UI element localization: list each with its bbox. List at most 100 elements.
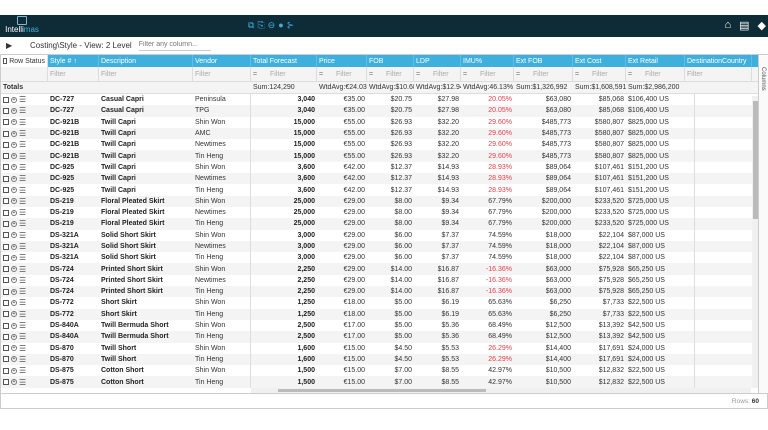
tag-icon[interactable]: ◆ — [757, 20, 766, 32]
table-row[interactable]: + ☰ DS-219 Floral Pleated Skirt Newtimes 25,0… — [1, 206, 767, 219]
filter-input-total-forecast[interactable]: Filter — [270, 70, 286, 78]
expand-row-icon[interactable]: + — [11, 243, 17, 250]
filter-input-style[interactable]: Filter — [50, 70, 66, 78]
column-header-price[interactable]: Price — [317, 55, 367, 67]
expand-row-icon[interactable]: + — [11, 96, 17, 103]
copy-icon[interactable]: ⧉ — [248, 20, 255, 30]
row-checkbox[interactable] — [3, 288, 9, 295]
expand-row-icon[interactable]: + — [11, 266, 17, 273]
filter-input-ext-cost[interactable]: Filter — [592, 70, 608, 78]
row-checkbox[interactable] — [3, 119, 9, 126]
row-menu-icon[interactable]: ☰ — [19, 185, 27, 195]
table-row[interactable]: + ☰ DS-875 Cotton Short Shin Won 1,500 €15.00 $… — [1, 365, 767, 377]
filter-input-fob[interactable]: Filter — [386, 70, 402, 78]
row-menu-icon[interactable]: ☰ — [19, 377, 27, 387]
table-row[interactable]: + ☰ DS-321A Solid Short Skirt Tin Heng 3,000 €… — [1, 252, 767, 264]
table-row[interactable]: + ☰ DS-772 Short Skirt Shin Won 1,250 €18.00 $5… — [1, 297, 767, 309]
filter-operator-select[interactable]: = — [369, 70, 374, 78]
table-row[interactable]: + ☰ DS-870 Twill Short Shin Won 1,600 €15.00 $4… — [1, 342, 767, 354]
row-menu-icon[interactable]: ☰ — [19, 332, 27, 342]
row-checkbox[interactable] — [3, 209, 9, 216]
table-row[interactable]: + ☰ DC-727 Casual Capri TPG 3,040 €35.00 $20.75… — [1, 105, 767, 117]
table-row[interactable]: + ☰ DC-925 Twill Capri Shin Won 3,600 €42.00 $1… — [1, 161, 767, 174]
table-row[interactable]: + ☰ DS-321A Solid Short Skirt Shin Won 3,000 €… — [1, 229, 767, 241]
expand-row-icon[interactable]: + — [11, 209, 17, 216]
column-header-row-status[interactable]: Row Status — [1, 55, 48, 67]
vertical-scrollbar[interactable] — [752, 96, 759, 388]
expand-row-icon[interactable]: + — [11, 198, 17, 205]
row-checkbox[interactable] — [3, 356, 9, 363]
row-checkbox[interactable] — [3, 311, 9, 318]
filter-operator-select[interactable]: = — [416, 70, 421, 78]
expand-row-icon[interactable]: + — [11, 356, 17, 363]
row-menu-icon[interactable]: ☰ — [19, 230, 27, 240]
expand-row-icon[interactable]: + — [11, 288, 17, 295]
row-checkbox[interactable] — [3, 345, 9, 352]
filter-input-ldp[interactable]: Filter — [433, 70, 449, 78]
column-header-ext-retail[interactable]: Ext Retail — [626, 55, 685, 67]
expand-row-icon[interactable]: + — [11, 141, 17, 148]
collapse-icon[interactable]: ⊖ — [267, 20, 276, 30]
row-menu-icon[interactable]: ☰ — [19, 287, 27, 297]
filter-operator-select[interactable]: = — [253, 70, 258, 78]
row-menu-icon[interactable]: ☰ — [19, 366, 27, 376]
row-menu-icon[interactable]: ☰ — [19, 106, 27, 116]
row-menu-icon[interactable]: ☰ — [19, 196, 27, 206]
global-filter-input[interactable] — [138, 39, 211, 51]
table-row[interactable]: + ☰ DS-321A Solid Short Skirt Newtimes 3,000 €… — [1, 240, 767, 253]
expand-row-icon[interactable]: + — [11, 277, 17, 284]
table-row[interactable]: + ☰ DS-724 Printed Short Skirt Tin Heng 2,250… — [1, 286, 767, 298]
column-header-description[interactable]: Description — [99, 55, 193, 67]
table-row[interactable]: + ☰ DS-875 Cotton Short Tin Heng 1,500 €15.00 $… — [1, 376, 767, 388]
expand-row-icon[interactable]: + — [11, 311, 17, 318]
expand-row-icon[interactable]: + — [11, 164, 17, 171]
row-menu-icon[interactable]: ☰ — [19, 208, 27, 218]
row-menu-icon[interactable]: ☰ — [19, 174, 27, 184]
filter-operator-select[interactable]: = — [319, 70, 324, 78]
expand-row-icon[interactable]: + — [11, 322, 17, 329]
table-row[interactable]: + ☰ DS-840A Twill Bermuda Short Tin Heng 2,50… — [1, 331, 767, 343]
table-row[interactable]: + ☰ DS-870 Twill Short Tin Heng 1,600 €15.00 $4… — [1, 353, 767, 366]
row-checkbox[interactable] — [3, 96, 9, 103]
expand-row-icon[interactable]: + — [11, 107, 17, 114]
row-checkbox[interactable] — [3, 187, 9, 194]
expand-row-icon[interactable]: + — [11, 175, 17, 182]
table-row[interactable]: + ☰ DC-925 Twill Capri Newtimes 3,600 €42.00 $1… — [1, 173, 767, 185]
column-header-style[interactable]: Style # ↑ — [48, 55, 99, 67]
row-menu-icon[interactable]: ☰ — [19, 117, 27, 127]
row-menu-icon[interactable]: ☰ — [19, 162, 27, 172]
table-row[interactable]: + ☰ DS-219 Floral Pleated Skirt Shin Won 25,0… — [1, 195, 767, 207]
column-header-imu[interactable]: IMU% — [461, 55, 514, 67]
horizontal-scroll-thumb[interactable] — [278, 389, 486, 392]
row-checkbox[interactable] — [3, 130, 9, 137]
remove-icon[interactable]: ● — [278, 20, 284, 30]
column-header-ext-cost[interactable]: Ext Cost — [573, 55, 626, 67]
row-checkbox[interactable] — [3, 175, 9, 182]
expand-row-icon[interactable]: + — [11, 367, 17, 374]
expand-row-icon[interactable]: + — [11, 153, 17, 160]
expand-row-icon[interactable]: + — [11, 254, 17, 261]
row-checkbox[interactable] — [3, 379, 9, 386]
filter-input-ext-retail[interactable]: Filter — [645, 70, 661, 78]
table-row[interactable]: + ☰ DS-840A Twill Bermuda Short Shin Won 2,50… — [1, 319, 767, 332]
row-checkbox[interactable] — [3, 299, 9, 306]
row-menu-icon[interactable]: ☰ — [19, 264, 27, 274]
row-checkbox[interactable] — [3, 153, 9, 160]
filter-input-vendor[interactable]: Filter — [195, 70, 211, 78]
row-checkbox[interactable] — [3, 322, 9, 329]
row-menu-icon[interactable]: ☰ — [19, 354, 27, 364]
row-checkbox[interactable] — [3, 277, 9, 284]
row-checkbox[interactable] — [3, 164, 9, 171]
table-row[interactable]: + ☰ DS-772 Short Skirt Tin Heng 1,250 €18.00 $5… — [1, 308, 767, 320]
row-menu-icon[interactable]: ☰ — [19, 129, 27, 139]
table-row[interactable]: + ☰ DC-921B Twill Capri Tin Heng 15,000 €55.00… — [1, 150, 767, 162]
row-menu-icon[interactable]: ☰ — [19, 309, 27, 319]
filter-operator-select[interactable]: = — [463, 70, 468, 78]
expand-row-icon[interactable]: + — [11, 130, 17, 137]
horizontal-scrollbar[interactable] — [251, 388, 751, 393]
table-row[interactable]: + ☰ DC-727 Casual Capri Peninsula 3,040 €35.00… — [1, 94, 767, 106]
table-row[interactable]: + ☰ DC-925 Twill Capri Tin Heng 3,600 €42.00 $1… — [1, 184, 767, 196]
expand-row-icon[interactable]: + — [11, 299, 17, 306]
row-menu-icon[interactable]: ☰ — [19, 219, 27, 229]
filter-operator-select[interactable]: = — [516, 70, 521, 78]
